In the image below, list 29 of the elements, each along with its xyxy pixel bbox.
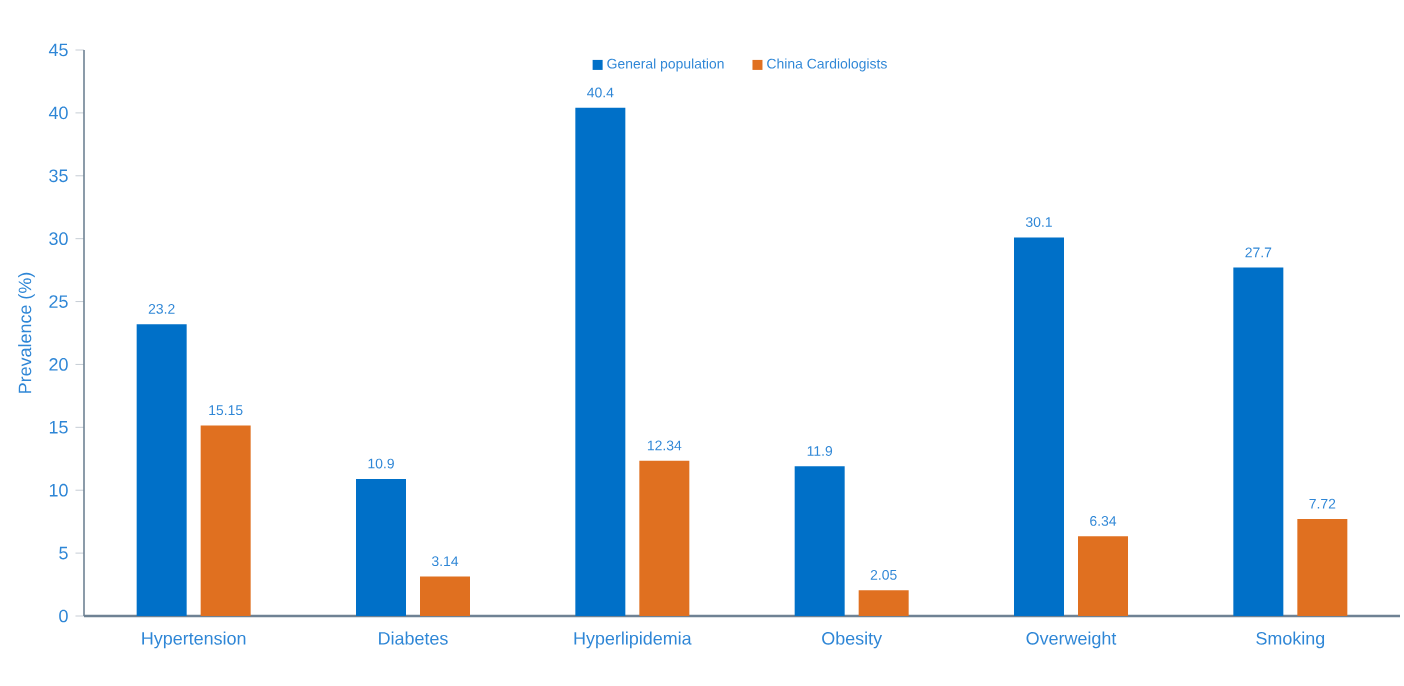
y-tick-label: 20 — [49, 358, 68, 371]
y-tick-label: 5 — [59, 546, 68, 560]
y-tick-label: 30 — [49, 232, 68, 246]
bar — [200, 425, 251, 616]
x-tick-label: Overweight — [1026, 631, 1117, 649]
bar — [136, 324, 187, 616]
bar — [1233, 267, 1284, 616]
bar — [639, 460, 690, 616]
bar — [794, 466, 845, 616]
y-axis-title: Prevalence (%) — [18, 272, 35, 393]
y-tick-label: 15 — [49, 421, 68, 434]
bar — [1297, 518, 1348, 616]
bar — [1014, 237, 1064, 616]
y-tick-label: 10 — [49, 483, 68, 497]
y-tick-label: 35 — [49, 169, 68, 183]
bar — [356, 478, 406, 616]
bar — [858, 590, 909, 616]
x-tick-label: Smoking — [1256, 631, 1325, 649]
y-tick-label: 45 — [48, 43, 68, 57]
bar — [420, 576, 470, 616]
x-tick-label: Diabetes — [379, 631, 448, 645]
y-tick-label: 40 — [48, 106, 68, 120]
x-tick-label: Obesity — [822, 631, 883, 649]
bar — [575, 107, 626, 616]
x-tick-label: Hypertension — [142, 631, 246, 649]
x-tick-label: Hyperlipidemia — [574, 631, 692, 649]
y-tick-label: 0 — [59, 609, 68, 623]
y-tick-label: 25 — [49, 295, 68, 308]
bar — [1078, 536, 1129, 616]
